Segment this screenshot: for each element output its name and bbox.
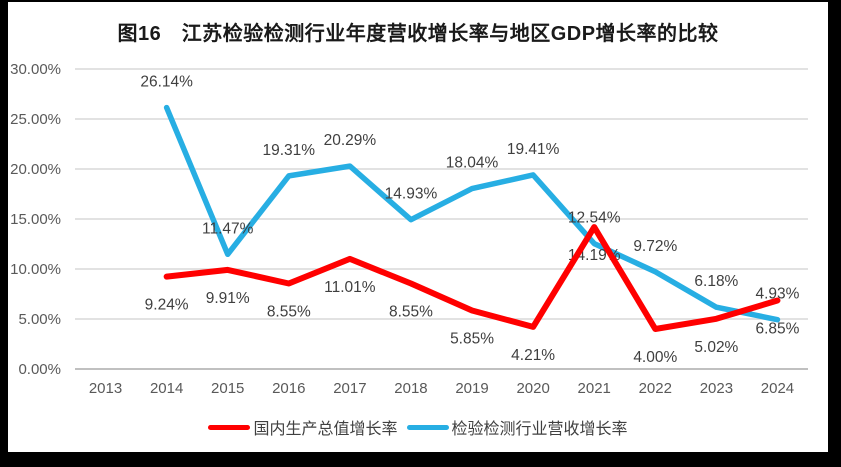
data-label: 9.91% (206, 290, 250, 307)
data-label: 19.31% (263, 142, 316, 159)
y-axis-tick-label: 15.00% (10, 211, 61, 228)
chart-title: 图16 江苏检验检测行业年度营收增长率与地区GDP增长率的比较 (117, 23, 719, 45)
data-label: 6.85% (755, 321, 799, 338)
data-label: 4.21% (511, 347, 555, 364)
data-label: 20.29% (324, 132, 377, 149)
x-axis-tick-label: 2013 (89, 380, 122, 397)
industry-legend-label: 检验检测行业营收增长率 (451, 421, 628, 438)
x-axis-tick-label: 2023 (700, 380, 733, 397)
x-axis-tick-label: 2017 (333, 380, 366, 397)
x-axis-tick-label: 2016 (272, 380, 305, 397)
y-axis-tick-label: 30.00% (10, 61, 61, 78)
data-label: 8.55% (389, 304, 433, 321)
gdp-line-swatch (208, 424, 251, 430)
y-axis-tick-label: 20.00% (10, 161, 61, 178)
y-axis-tick-label: 5.00% (18, 311, 61, 328)
data-label: 12.54% (568, 210, 621, 227)
industry-revenue-line (163, 104, 781, 323)
y-axis-tick-label: 0.00% (18, 361, 61, 378)
legend-item-industry: 检验检测行业营收增长率 (406, 415, 628, 439)
legend-item-gdp: 国内生产总值增长率 (208, 415, 398, 439)
data-label: 11.01% (324, 279, 376, 296)
data-label: 9.24% (145, 297, 189, 314)
data-label: 5.02% (694, 339, 738, 356)
data-label: 14.93% (385, 186, 438, 203)
x-axis-tick-label: 2018 (394, 380, 427, 397)
x-axis-tick-label: 2024 (761, 380, 794, 397)
data-label: 26.14% (140, 74, 193, 91)
data-label: 9.72% (633, 238, 677, 255)
x-axis-tick-label: 2021 (578, 380, 611, 397)
data-label: 5.85% (450, 331, 494, 348)
data-label: 19.41% (507, 141, 560, 158)
line-chart-canvas: 0.00% 5.00% 10.00% 15.00% 20.00% 25.00% 30.00%… (10, 61, 808, 397)
x-axis-tick-label: 2015 (211, 380, 244, 397)
chart-card: 图16 江苏检验检测行业年度营收增长率与地区GDP增长率的比较 0.00% 5.0… (8, 2, 828, 452)
gdp-legend-label: 国内生产总值增长率 (253, 421, 398, 438)
data-label: 11.47% (202, 220, 254, 237)
y-axis-tick-label: 10.00% (10, 261, 61, 278)
industry-line-swatch (406, 424, 449, 430)
x-axis-tick-label: 2014 (150, 380, 183, 397)
data-label: 8.55% (267, 304, 311, 321)
x-axis-tick-label: 2022 (639, 380, 672, 397)
gdp-growth-line (163, 224, 781, 332)
y-axis-tick-label: 25.00% (10, 111, 61, 128)
data-label: 6.18% (694, 273, 738, 290)
data-label: 4.93% (755, 286, 799, 303)
x-axis-tick-label: 2020 (516, 380, 549, 397)
data-label: 18.04% (446, 155, 499, 172)
legend: 国内生产总值增长率 检验检测行业营收增长率 (8, 415, 828, 439)
data-label: 4.00% (633, 349, 677, 366)
x-axis-tick-label: 2019 (455, 380, 488, 397)
